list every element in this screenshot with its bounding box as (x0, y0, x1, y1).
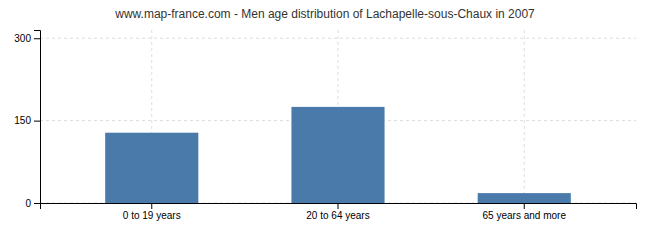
tick: 300 (14, 33, 40, 44)
grid (40, 30, 636, 203)
tick-mark (524, 203, 525, 209)
tick-mark (151, 203, 152, 209)
tick-mark (34, 121, 40, 122)
axis-line (41, 204, 637, 210)
tick-mark (338, 203, 339, 209)
y-axis: 0 150 300 (14, 31, 40, 209)
x-axis: 0 to 19 years 20 to 64 years 65 years and … (41, 203, 637, 221)
tick: 65 years and more (483, 203, 567, 221)
tick: 20 to 64 years (306, 203, 369, 221)
tick: 150 (14, 115, 40, 126)
tick-label: 20 to 64 years (306, 210, 369, 221)
tick-label: 0 to 19 years (123, 210, 181, 221)
axis-line (34, 31, 41, 204)
bars (105, 107, 571, 203)
plot-area: 0 150 300 0 to 19 years 20 to 64 years 65 yea… (14, 30, 636, 221)
tick-label: 0 (25, 198, 31, 209)
chart: 0 150 300 0 to 19 years 20 to 64 years 65 yea… (0, 0, 650, 229)
tick: 0 to 19 years (123, 203, 181, 221)
grid-line (524, 30, 525, 203)
bar (478, 193, 571, 203)
tick-label: 300 (14, 33, 31, 44)
tick-mark (34, 38, 40, 39)
title: www.map-france.com - Men age distributio… (114, 7, 535, 21)
bar (291, 107, 384, 203)
tick-label: 150 (14, 115, 31, 126)
tick-label: 65 years and more (483, 210, 567, 221)
tick: 0 (25, 198, 40, 209)
bar (105, 133, 198, 203)
tick-mark (34, 203, 40, 204)
